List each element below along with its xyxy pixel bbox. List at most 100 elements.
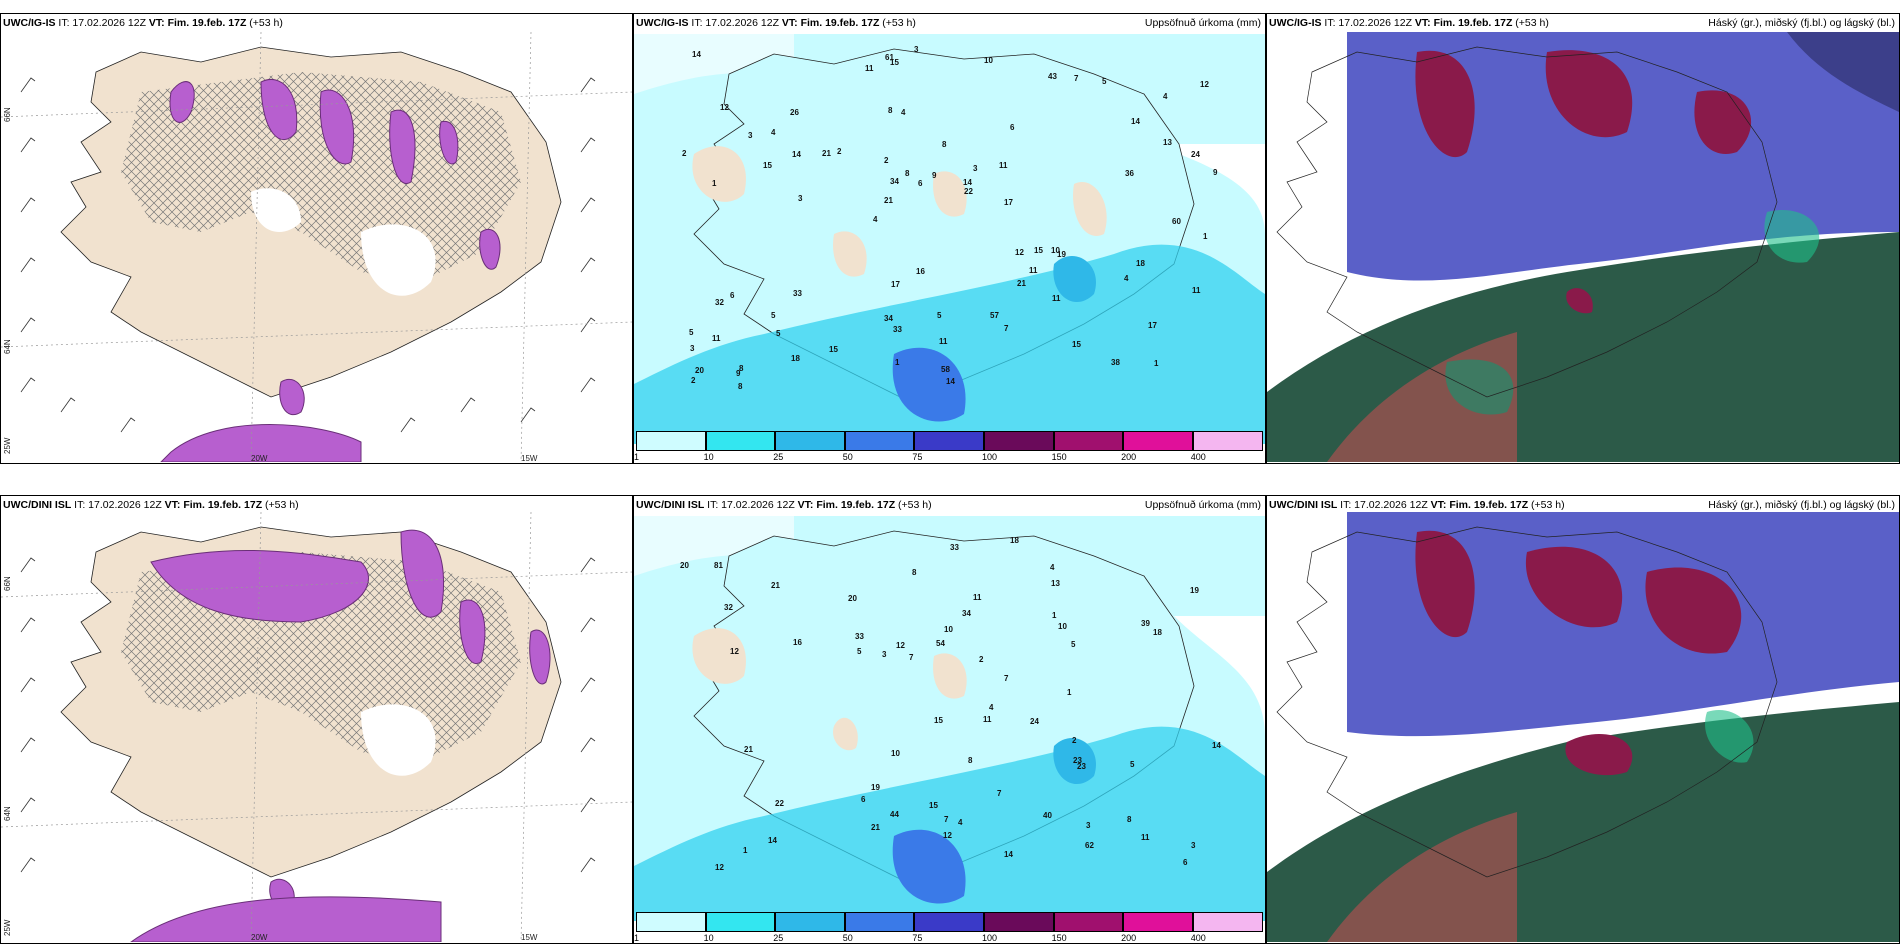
precip-value-label: 15 bbox=[1034, 246, 1043, 255]
precip-value-label: 33 bbox=[950, 543, 959, 552]
precip-value-label: 34 bbox=[962, 609, 971, 618]
precip-value-label: 39 bbox=[1141, 619, 1150, 628]
panel-title: UWC/IG-IS IT: 17.02.2026 12Z VT: Fim. 19… bbox=[3, 17, 283, 29]
precip-value-label: 20 bbox=[695, 366, 704, 375]
precip-value-label: 14 bbox=[792, 150, 801, 159]
precip-value-label: 33 bbox=[893, 325, 902, 334]
precip-value-label: 17 bbox=[1004, 198, 1013, 207]
precip-value-label: 62 bbox=[1085, 841, 1094, 850]
precip-value-label: 5 bbox=[689, 328, 694, 337]
precip-value-label: 8 bbox=[968, 756, 973, 765]
precip-value-label: 22 bbox=[775, 799, 784, 808]
precip-value-label: 60 bbox=[1172, 217, 1181, 226]
precip-value-label: 2 bbox=[884, 156, 889, 165]
precip-value-label: 12 bbox=[720, 103, 729, 112]
precip-value-label: 5 bbox=[1071, 640, 1076, 649]
precip-value-label: 16 bbox=[916, 267, 925, 276]
panel-subtitle: Háský (gr.), miðský (fj.bl.) og lágský (… bbox=[1708, 17, 1895, 29]
precip-value-label: 57 bbox=[990, 311, 999, 320]
precip-value-label: 33 bbox=[793, 289, 802, 298]
precip-value-label: 1 bbox=[895, 358, 900, 367]
precip-value-label: 11 bbox=[865, 64, 874, 73]
precip-map-bottom bbox=[634, 516, 1265, 921]
precip-value-label: 12 bbox=[1015, 248, 1024, 257]
precip-value-label: 26 bbox=[790, 108, 799, 117]
precip-value-label: 8 bbox=[739, 364, 744, 373]
precip-value-label: 40 bbox=[1043, 811, 1052, 820]
precip-value-label: 14 bbox=[1212, 741, 1221, 750]
precip-value-label: 21 bbox=[884, 196, 893, 205]
colorbar-top: 1 10 25 50 75 100 150 200 400 bbox=[634, 431, 1263, 462]
precip-value-label: 18 bbox=[1136, 259, 1145, 268]
precip-value-label: 23 bbox=[1077, 762, 1086, 771]
precip-value-label: 34 bbox=[884, 314, 893, 323]
precip-value-label: 11 bbox=[1052, 294, 1061, 303]
precip-value-label: 43 bbox=[1048, 72, 1057, 81]
lat-label-64n: 64N bbox=[3, 806, 12, 821]
precip-value-label: 4 bbox=[989, 703, 994, 712]
precip-value-label: 22 bbox=[964, 187, 973, 196]
precip-value-label: 12 bbox=[730, 647, 739, 656]
precip-value-label: 61 bbox=[885, 53, 894, 62]
precip-value-label: 14 bbox=[1004, 850, 1013, 859]
precip-value-label: 5 bbox=[937, 311, 942, 320]
lat-label-66n: 66N bbox=[3, 107, 12, 122]
precip-value-label: 8 bbox=[1127, 815, 1132, 824]
precip-value-label: 24 bbox=[1191, 150, 1200, 159]
precip-value-label: 14 bbox=[963, 178, 972, 187]
precip-value-label: 1 bbox=[1154, 359, 1159, 368]
precip-value-label: 8 bbox=[912, 568, 917, 577]
lon-label-15w: 15W bbox=[521, 454, 538, 463]
cloud-map-panel-top: UWC/IG-IS IT: 17.02.2026 12Z VT: Fim. 19… bbox=[1266, 13, 1900, 464]
precip-value-label: 4 bbox=[1050, 563, 1055, 572]
precip-value-label: 1 bbox=[1203, 232, 1208, 241]
panel-title: UWC/IG-IS IT: 17.02.2026 12Z VT: Fim. 19… bbox=[1269, 17, 1549, 29]
colorbar-bottom: 1 10 25 50 75 100 150 200 400 bbox=[634, 912, 1263, 943]
precip-value-label: 7 bbox=[944, 815, 949, 824]
precip-value-label: 15 bbox=[829, 345, 838, 354]
precip-value-label: 34 bbox=[890, 177, 899, 186]
precip-value-label: 23 bbox=[1073, 756, 1082, 765]
cloud-map-bottom bbox=[1267, 512, 1899, 942]
precip-value-label: 7 bbox=[1074, 74, 1079, 83]
precip-value-label: 6 bbox=[861, 795, 866, 804]
lat-label-66n: 66N bbox=[3, 576, 12, 591]
precip-value-label: 15 bbox=[934, 716, 943, 725]
precip-value-label: 19 bbox=[1190, 586, 1199, 595]
precip-value-label: 16 bbox=[793, 638, 802, 647]
precip-value-label: 18 bbox=[791, 354, 800, 363]
wind-barbs bbox=[20, 77, 596, 433]
precip-value-label: 3 bbox=[748, 131, 753, 140]
precip-value-label: 6 bbox=[918, 179, 923, 188]
precip-value-labels-bottom: 1 5 4 8 8 18 8 4 3 6 6 5 44 33 40 33 23 21 15 19 20 14 12 24 23 1… bbox=[634, 516, 1265, 921]
precip-value-label: 1 bbox=[1067, 688, 1072, 697]
precip-value-label: 10 bbox=[944, 625, 953, 634]
precip-value-label: 10 bbox=[1058, 622, 1067, 631]
precip-value-label: 36 bbox=[1125, 169, 1134, 178]
precip-value-label: 3 bbox=[914, 45, 919, 54]
precip-value-label: 19 bbox=[871, 783, 880, 792]
precip-value-label: 18 bbox=[1153, 628, 1162, 637]
precip-value-label: 33 bbox=[855, 632, 864, 641]
precip-value-label: 7 bbox=[1004, 324, 1009, 333]
precip-value-label: 11 bbox=[939, 337, 948, 346]
precip-value-label: 12 bbox=[896, 641, 905, 650]
precip-value-label: 44 bbox=[890, 810, 899, 819]
precip-value-label: 21 bbox=[822, 149, 831, 158]
precip-value-label: 3 bbox=[973, 164, 978, 173]
precip-value-label: 8 bbox=[888, 106, 893, 115]
precip-value-label: 4 bbox=[1163, 92, 1168, 101]
precip-value-label: 11 bbox=[1141, 833, 1150, 842]
precip-value-label: 11 bbox=[1029, 266, 1038, 275]
precip-value-label: 21 bbox=[771, 581, 780, 590]
cloud-map-panel-bottom: UWC/DINI ISL IT: 17.02.2026 12Z VT: Fim.… bbox=[1266, 495, 1900, 944]
precip-value-label: 9 bbox=[1213, 168, 1218, 177]
iceland-outline bbox=[1276, 46, 1778, 398]
precip-value-label: 81 bbox=[714, 561, 723, 570]
precip-value-label: 7 bbox=[997, 789, 1002, 798]
precip-value-label: 14 bbox=[768, 836, 777, 845]
precip-value-label: 15 bbox=[763, 161, 772, 170]
precip-value-label: 17 bbox=[891, 280, 900, 289]
precip-value-label: 13 bbox=[1051, 579, 1060, 588]
precip-value-label: 12 bbox=[943, 831, 952, 840]
